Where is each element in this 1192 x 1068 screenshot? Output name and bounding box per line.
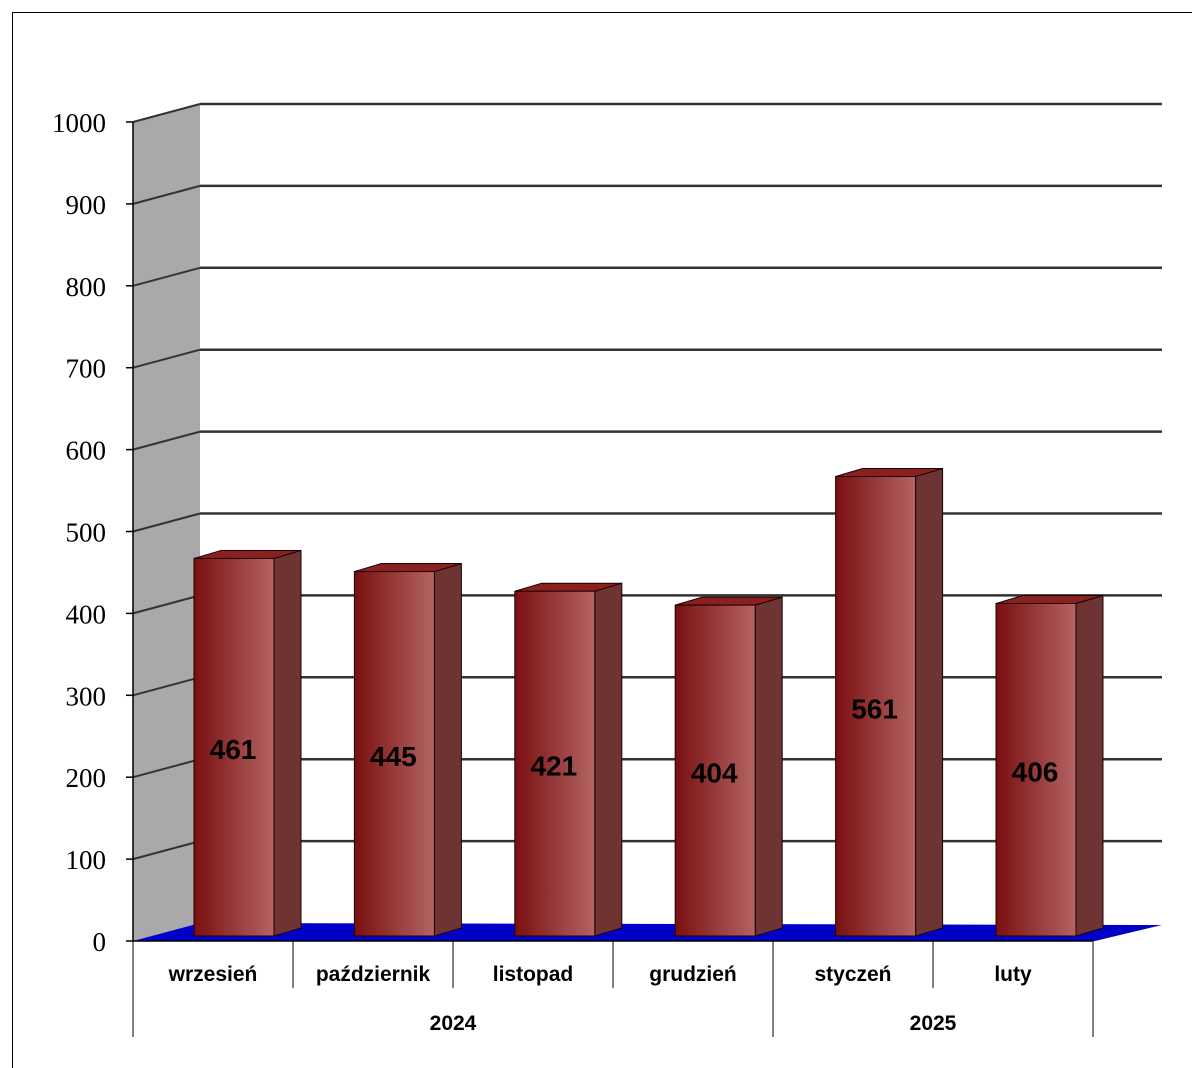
gridline-diagonal <box>132 266 201 287</box>
bar-side <box>915 467 944 937</box>
y-tick-label: 700 <box>66 354 107 384</box>
bar-front <box>674 604 756 937</box>
data-label: 445 <box>370 741 417 772</box>
x-tick-label: grudzień <box>649 963 737 986</box>
x-tick-label: wrzesień <box>168 963 258 986</box>
gridline-diagonal <box>132 676 201 697</box>
data-label: 561 <box>851 693 898 724</box>
chart-border <box>12 12 1192 1068</box>
x-tick-label: październik <box>316 963 431 986</box>
bar <box>353 562 462 937</box>
bar <box>995 594 1104 937</box>
gridline-diagonal <box>132 103 201 123</box>
x-tick-label: styczeń <box>814 963 891 986</box>
y-tick-label: 0 <box>93 927 107 957</box>
bar-front <box>353 571 435 937</box>
data-label: 461 <box>210 734 257 765</box>
y-tick-label: 100 <box>66 845 107 875</box>
data-label: 404 <box>691 758 738 789</box>
y-tick-label: 800 <box>66 272 107 302</box>
bar-side <box>273 549 302 937</box>
gridline-diagonal <box>132 758 201 779</box>
x-group-label: 2025 <box>910 1012 957 1035</box>
gridline-diagonal <box>132 512 201 533</box>
gridline-diagonal <box>132 348 201 369</box>
bar <box>193 549 302 937</box>
y-tick-label: 400 <box>66 599 107 629</box>
bar-front <box>835 476 917 937</box>
gridline-diagonal <box>132 840 201 861</box>
x-tick-label: listopad <box>493 963 574 986</box>
gridline-diagonal <box>132 184 201 205</box>
bar-front <box>995 602 1077 937</box>
bar-front <box>514 590 596 937</box>
data-label: 406 <box>1012 757 1059 788</box>
y-tick-label: 300 <box>66 681 107 711</box>
bar-side <box>433 562 462 937</box>
y-tick-label: 1000 <box>52 108 106 138</box>
gridline-diagonal <box>132 594 201 615</box>
data-label: 421 <box>530 751 577 782</box>
bar <box>674 596 783 937</box>
y-tick-label: 500 <box>66 518 107 548</box>
bar-side <box>594 582 623 937</box>
bar-side <box>754 596 783 937</box>
x-tick-label: luty <box>994 963 1032 986</box>
y-tick-label: 600 <box>66 436 107 466</box>
bar <box>835 467 944 937</box>
bar-side <box>1075 594 1104 937</box>
y-tick-label: 200 <box>66 763 107 793</box>
bar <box>514 582 623 937</box>
y-tick-label: 900 <box>66 190 107 220</box>
gridline-diagonal <box>132 430 201 451</box>
bar-front <box>193 557 275 937</box>
x-group-label: 2024 <box>430 1012 477 1035</box>
